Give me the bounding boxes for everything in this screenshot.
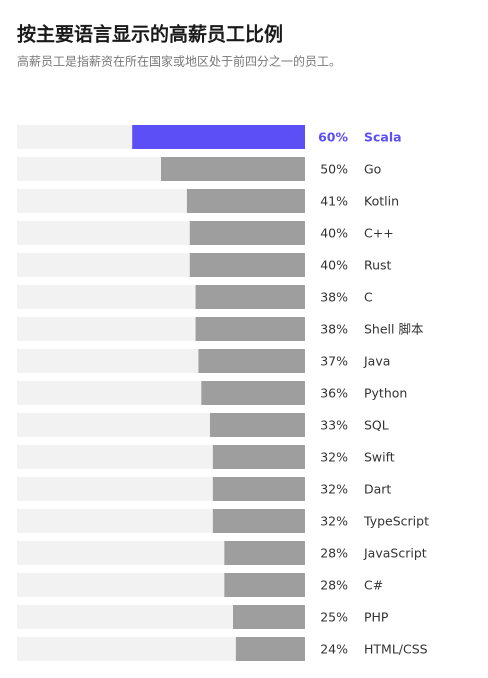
category-label: C#: [364, 578, 383, 593]
bar: [201, 381, 305, 405]
category-label: C: [364, 290, 373, 305]
bar: [212, 445, 305, 469]
bar: [161, 157, 305, 181]
value-label: 32%: [320, 514, 348, 529]
bar: [195, 317, 305, 341]
chart-title: 按主要语言显示的高薪员工比例: [17, 23, 283, 46]
value-label: 38%: [320, 322, 348, 337]
value-label: 38%: [320, 290, 348, 305]
bar: [195, 285, 305, 309]
category-label: Shell 脚本: [364, 322, 424, 337]
category-label: C++: [364, 226, 394, 241]
category-label: TypeScript: [363, 514, 429, 529]
bar: [132, 125, 305, 149]
value-label: 25%: [320, 610, 348, 625]
bar: [224, 541, 305, 565]
bar: [235, 637, 305, 661]
value-label: 40%: [320, 226, 348, 241]
bar: [224, 573, 305, 597]
category-label: Rust: [364, 258, 392, 273]
bar: [198, 349, 305, 373]
category-label: PHP: [364, 610, 389, 625]
value-label: 28%: [320, 578, 348, 593]
category-label: Dart: [364, 482, 391, 497]
bar: [189, 253, 305, 277]
category-label: Go: [364, 162, 381, 177]
value-label: 50%: [320, 162, 348, 177]
bar: [186, 189, 305, 213]
category-label: Scala: [364, 130, 402, 145]
value-label: 33%: [320, 418, 348, 433]
value-label: 41%: [320, 194, 348, 209]
bar: [209, 413, 305, 437]
bar: [212, 477, 305, 501]
value-label: 60%: [318, 130, 348, 145]
category-label: Java: [363, 354, 390, 369]
value-label: 40%: [320, 258, 348, 273]
category-label: Swift: [364, 450, 395, 465]
category-label: Python: [364, 386, 407, 401]
value-label: 37%: [320, 354, 348, 369]
category-label: JavaScript: [363, 546, 427, 561]
category-label: SQL: [364, 418, 389, 433]
value-label: 32%: [320, 482, 348, 497]
category-label: Kotlin: [364, 194, 399, 209]
bar: [233, 605, 305, 629]
value-label: 28%: [320, 546, 348, 561]
chart-subtitle: 高薪员工是指薪资在所在国家或地区处于前四分之一的员工。: [17, 54, 341, 69]
category-label: HTML/CSS: [364, 642, 428, 657]
value-label: 24%: [320, 642, 348, 657]
value-label: 32%: [320, 450, 348, 465]
bar: [189, 221, 305, 245]
bar: [212, 509, 305, 533]
value-label: 36%: [320, 386, 348, 401]
